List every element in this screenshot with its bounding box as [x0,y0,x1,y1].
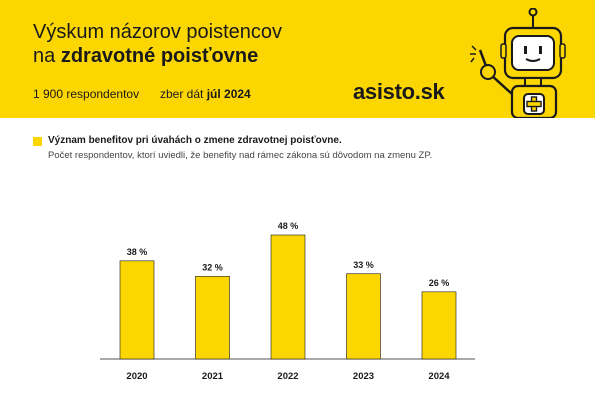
title-highlight: zdravotné poisťovne [60,45,259,67]
value-label-2022: 48 % [278,221,299,231]
page-title: Výskum názorov poistencov [33,21,283,43]
header-banner: Výskum názorov poistencov na zdravotné p… [0,0,595,118]
bar-2023 [346,273,381,360]
bar-2021 [195,276,230,360]
respondents-count: 1 900 respondentov [33,87,140,101]
bar-2022 [270,234,306,360]
chart-subtitle: Počet respondentov, ktorí uviedli, že be… [48,150,433,161]
category-label-2021: 2021 [202,371,224,382]
robot-mascot-icon [470,8,566,118]
collection-prefix: zber dát [160,87,207,101]
bar-2020 [119,260,155,360]
category-label-2022: 2022 [277,371,298,382]
value-label-2024: 26 % [429,278,450,288]
title-prefix: na [33,45,61,67]
page-title-line2: na zdravotné poisťovne [33,44,258,68]
value-label-2020: 38 % [127,247,148,257]
value-label-2023: 33 % [353,260,374,270]
category-label-2024: 2024 [428,371,450,382]
category-label-2023: 2023 [353,371,374,382]
value-label-2021: 32 % [202,262,223,272]
brand-logo: asisto.sk [353,79,445,104]
bar-chart: 38 % 2020 32 % 2021 48 % 2022 33 % 2023 26 % 2024 [100,221,475,382]
legend-swatch [33,137,42,146]
chart-title: Význam benefitov pri úvahách o zmene zdr… [48,135,342,146]
category-label-2020: 2020 [126,371,147,382]
collection-date: júl 2024 [206,87,251,101]
bar-2024 [421,291,457,360]
data-collection-date: zber dát júl 2024 [160,87,251,101]
